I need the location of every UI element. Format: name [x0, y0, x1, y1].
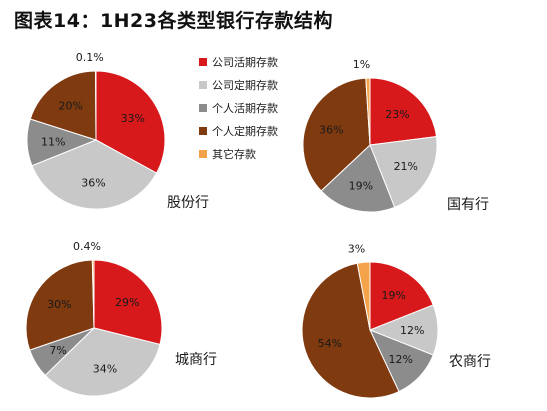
data-label-corporate-time: 34% — [93, 363, 117, 376]
data-label-personal-time: 30% — [47, 298, 71, 311]
data-label-corporate-time: 36% — [81, 177, 105, 190]
legend-swatch-corporate-demand — [199, 58, 207, 66]
pie-name-state-owned: 国有行 — [447, 197, 489, 213]
slice-other — [365, 77, 371, 146]
data-label-corporate-demand: 33% — [121, 112, 145, 125]
slice-corporate-demand — [369, 77, 438, 146]
legend-label-other: 其它存款 — [212, 147, 256, 161]
legend-swatch-personal-time — [199, 127, 207, 135]
slice-personal-demand — [320, 144, 396, 213]
data-label-corporate-time: 21% — [394, 160, 418, 173]
data-label-corporate-time: 12% — [400, 324, 424, 337]
slice-personal-time — [302, 77, 371, 192]
slice-corporate-time — [44, 327, 161, 397]
pie-name-rural-commercial: 农商行 — [449, 354, 491, 370]
slice-corporate-time — [31, 139, 158, 210]
slice-corporate-demand — [369, 261, 434, 331]
data-label-other: 0.1% — [76, 51, 104, 64]
slice-other — [91, 259, 95, 329]
slice-personal-time — [29, 70, 97, 141]
data-label-personal-time: 36% — [319, 124, 343, 137]
data-label-personal-demand: 19% — [349, 180, 373, 193]
slice-corporate-demand — [95, 70, 166, 174]
pie-name-city-commercial: 城商行 — [175, 352, 217, 368]
data-label-personal-demand: 11% — [41, 136, 65, 149]
legend-label-personal-time: 个人定期存款 — [212, 124, 278, 138]
data-label-corporate-demand: 23% — [385, 108, 409, 121]
legend-label-corporate-demand: 公司活期存款 — [212, 55, 278, 69]
legend-label-corporate-time: 公司定期存款 — [212, 78, 278, 92]
data-label-other: 0.4% — [73, 240, 101, 253]
slice-corporate-time — [369, 136, 438, 208]
legend-swatch-personal-demand — [199, 104, 207, 112]
data-label-personal-demand: 7% — [49, 344, 66, 357]
slice-other — [356, 261, 371, 331]
data-label-other: 1% — [353, 58, 370, 71]
data-label-personal-time: 54% — [318, 337, 342, 350]
data-label-corporate-demand: 29% — [115, 296, 139, 309]
data-label-personal-time: 20% — [58, 100, 82, 113]
pie-name-joint-stock: 股份行 — [167, 195, 209, 211]
slice-personal-time — [25, 259, 95, 351]
pie-joint-stock: 33% 36% 11% 20% 0.1% 股份行 — [26, 51, 209, 211]
data-label-other: 3% — [348, 242, 365, 255]
legend-swatch-other — [199, 150, 207, 158]
figure-title: 图表14：1H23各类型银行存款结构 — [14, 10, 334, 32]
pie-rural-commercial: 19% 12% 12% 54% 3% 农商行 — [301, 242, 491, 399]
slice-corporate-demand — [93, 259, 163, 346]
slice-personal-time — [301, 262, 400, 399]
legend-swatch-corporate-time — [199, 81, 207, 89]
data-label-personal-demand: 12% — [388, 353, 412, 366]
pie-state-owned: 23% 21% 19% 36% 1% 国有行 — [302, 58, 489, 213]
legend-label-personal-demand: 个人活期存款 — [212, 101, 278, 115]
data-label-corporate-demand: 19% — [381, 289, 405, 302]
pie-city-commercial: 29% 34% 7% 30% 0.4% 城商行 — [25, 240, 217, 397]
